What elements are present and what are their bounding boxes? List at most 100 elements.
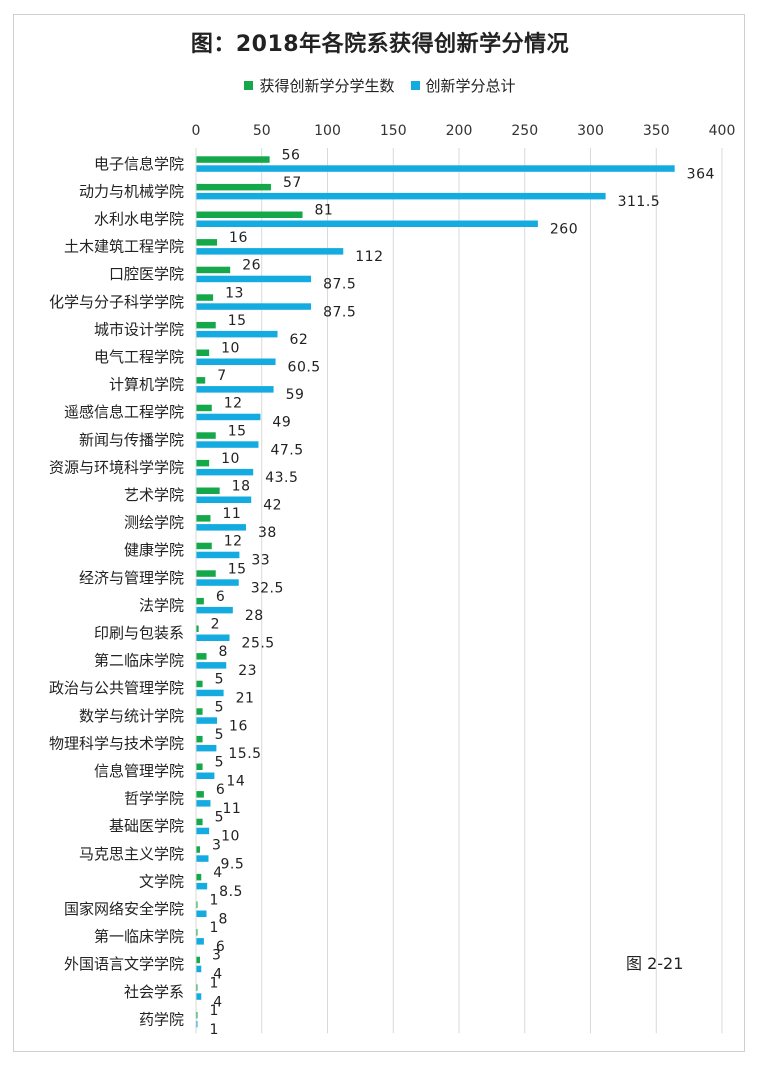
category-label: 城市设计学院 (94, 320, 184, 338)
data-label-students: 5 (215, 810, 224, 826)
bar-credits (196, 358, 276, 365)
bar-credits (196, 386, 274, 393)
category-label: 数学与统计学院 (79, 707, 184, 725)
category-label: 政治与公共管理学院 (49, 679, 184, 697)
data-label-credits: 10 (221, 829, 240, 845)
bar-students (196, 846, 200, 853)
bar-students (196, 183, 271, 191)
bar-credits (196, 468, 254, 476)
bar-credits (196, 662, 227, 669)
bar-students (196, 1011, 198, 1019)
data-label-credits: 32.5 (251, 580, 284, 596)
data-label-students: 4 (213, 865, 222, 881)
bar-credits (196, 965, 202, 973)
bar-students (196, 404, 212, 412)
chart-frame (13, 14, 745, 1052)
x-tick-label: 100 (314, 123, 341, 139)
bar-credits (196, 579, 239, 586)
bar-credits (196, 248, 344, 255)
data-label-credits: 14 (226, 774, 245, 790)
data-label-students: 57 (283, 175, 302, 191)
data-label-students: 1 (210, 920, 219, 936)
bar-credits (196, 800, 211, 807)
data-label-credits: 16 (229, 718, 248, 734)
data-label-students: 56 (282, 147, 301, 163)
legend-swatch-credits (410, 81, 420, 90)
data-label-credits: 49 (272, 415, 291, 431)
bar-students (196, 597, 204, 605)
data-label-credits: 21 (236, 691, 255, 707)
bar-credits (196, 551, 240, 559)
bar-credits (196, 938, 204, 945)
bar-students (196, 570, 216, 577)
x-tick-label: 350 (643, 123, 670, 139)
x-tick-label: 200 (446, 123, 473, 139)
data-label-credits: 43.5 (265, 470, 298, 486)
data-label-students: 2 (211, 617, 220, 633)
bar-students (196, 653, 207, 660)
category-label: 计算机学院 (109, 376, 184, 394)
bar-students (196, 818, 203, 826)
category-label: 第一临床学院 (94, 928, 184, 946)
data-label-students: 6 (216, 782, 225, 798)
bar-credits (196, 165, 675, 172)
bar-credits (196, 413, 261, 421)
data-label-students: 26 (242, 258, 261, 274)
bar-students (196, 266, 231, 274)
bar-students (196, 321, 216, 329)
category-label: 经济与管理学院 (79, 569, 184, 587)
data-label-students: 5 (215, 672, 224, 688)
category-label: 第二临床学院 (94, 652, 184, 670)
bar-students (196, 984, 198, 991)
bar-students (196, 211, 303, 218)
category-label: 口腔医学院 (109, 265, 184, 283)
figure-number: 图 2-21 (626, 954, 684, 973)
data-label-students: 8 (219, 644, 228, 660)
bar-students (196, 349, 210, 356)
data-label-students: 5 (215, 755, 224, 771)
bar-students (196, 929, 198, 936)
data-label-credits: 9.5 (220, 856, 244, 872)
category-label: 法学院 (139, 596, 184, 614)
data-label-students: 5 (215, 727, 224, 743)
data-label-credits: 364 (687, 166, 715, 182)
data-label-students: 15 (228, 561, 247, 577)
category-label: 水利水电学院 (94, 210, 184, 228)
legend-label-credits: 创新学分总计 (425, 77, 516, 95)
bar-students (196, 156, 270, 163)
bar-credits (196, 634, 230, 641)
bar-students (196, 763, 203, 770)
bar-students (196, 901, 198, 908)
x-tick-label: 150 (380, 123, 407, 139)
data-label-students: 16 (229, 230, 248, 246)
bar-credits (196, 275, 312, 283)
bar-students (196, 294, 214, 301)
bar-students (196, 956, 200, 964)
category-label: 哲学学院 (124, 790, 184, 808)
bar-credits (196, 303, 312, 310)
bar-students (196, 459, 210, 467)
bar-credits (196, 330, 278, 338)
category-label: 国家网络安全学院 (64, 900, 184, 918)
category-label: 电气工程学院 (94, 348, 184, 366)
bar-credits (196, 220, 538, 227)
category-label: 资源与环境科学学院 (49, 458, 184, 476)
bar-credits (196, 855, 209, 862)
data-label-credits: 87.5 (323, 277, 356, 293)
bar-students (196, 239, 218, 246)
bar-credits (196, 993, 202, 1000)
category-label: 外国语言文学学院 (64, 955, 184, 973)
bar-students (196, 432, 216, 439)
category-label: 社会学系 (124, 983, 184, 1001)
category-label: 文学院 (139, 872, 184, 890)
data-label-students: 1 (210, 975, 219, 991)
category-label: 信息管理学院 (94, 762, 184, 780)
bar-students (196, 487, 220, 494)
bar-credits (196, 441, 259, 448)
bar-students (196, 680, 203, 688)
category-label: 马克思主义学院 (79, 845, 184, 863)
data-label-students: 1 (210, 893, 219, 909)
data-label-credits: 60.5 (288, 360, 321, 376)
bar-students (196, 735, 203, 743)
chart-legend: 获得创新学分学生数 创新学分总计 (0, 75, 760, 96)
